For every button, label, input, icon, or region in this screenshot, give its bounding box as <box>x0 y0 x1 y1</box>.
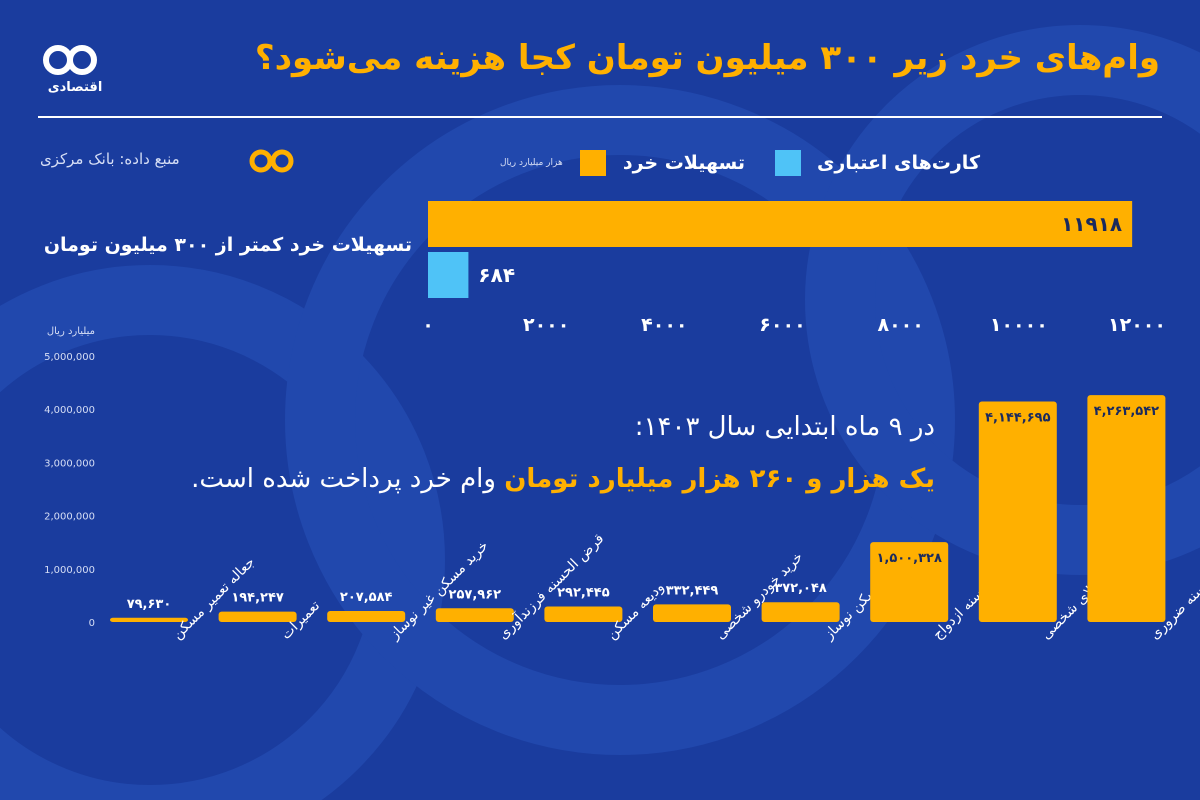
vbar-value-label: ۷۹,۶۳۰ <box>127 597 172 612</box>
brand-logo: اقتصادی <box>40 40 102 100</box>
vbar-value-label: ۲۵۷,۹۶۲ <box>449 587 502 602</box>
hbar-x-tick-label: ۸۰۰۰ <box>877 314 923 336</box>
hbar-x-tick-label: ۰ <box>422 314 434 336</box>
callout-rest: وام خرد پرداخت شده است. <box>191 464 505 494</box>
hbar-micro-loans <box>428 201 1133 247</box>
vbar-bar <box>653 604 731 622</box>
header-divider <box>38 116 1162 118</box>
vbar-value-label: ۴,۲۶۳,۵۴۲ <box>1094 404 1159 419</box>
vbar-bar <box>1087 395 1166 622</box>
vbar-bar <box>435 608 514 622</box>
legend-label-credit-cards: کارت‌های اعتباری <box>816 152 980 174</box>
page-title: وام‌های خرد زیر ۳۰۰ میلیون تومان کجا هزی… <box>254 38 1160 78</box>
hbar-value-credit-cards: ۶۸۴ <box>478 263 515 287</box>
hbar-credit-cards <box>428 252 469 298</box>
vbar-y-axis-title: میلیارد ریال <box>47 326 95 337</box>
vbar-value-label: ۲۹۲,۴۴۵ <box>557 585 610 600</box>
hbar-value-micro-loans: ۱۱۹۱۸ <box>1061 212 1122 236</box>
hbar-x-tick-label: ۱۰۰۰۰ <box>990 314 1048 336</box>
vbar-bar <box>978 401 1057 622</box>
callout-highlight: یک هزار و ۲۶۰ هزار میلیارد تومان <box>504 464 935 494</box>
vbar-y-tick-label: 2,000,000 <box>44 512 95 523</box>
hbar-category-label: تسهیلات خرد کمتر از ۳۰۰ میلیون تومان <box>43 234 412 256</box>
legend-swatch-credit-cards <box>775 150 801 176</box>
brand-logo-icon <box>43 45 97 75</box>
vbar-bar <box>544 606 623 622</box>
callout-line-2: یک هزار و ۲۶۰ هزار میلیارد تومان وام خرد… <box>191 464 935 494</box>
vbar-value-label: ۳۳۲,۴۴۹ <box>666 583 719 598</box>
vbar-bar <box>870 542 949 622</box>
hbar-x-tick-label: ۴۰۰۰ <box>641 314 687 336</box>
vbar-value-label: ۱۹۴,۲۴۷ <box>231 591 284 606</box>
horizontal-bar-chart: ۱۱۹۱۸ ۶۸۴ ۰ ۲۰۰۰ ۴۰۰۰ ۶۰۰۰ ۸۰۰۰ ۱۰۰۰۰ ۱۲۰۰۰ <box>422 201 1166 336</box>
hbar-x-tick-label: ۶۰۰۰ <box>759 314 805 336</box>
data-source: منبع داده: بانک مرکزی <box>40 150 180 168</box>
vbar-y-tick-label: 5,000,000 <box>44 352 95 363</box>
vbar-y-tick-label: 0 <box>89 618 95 629</box>
vbar-bar <box>218 611 297 622</box>
legend-label-micro-loans: تسهیلات خرد <box>622 152 745 174</box>
legend-swatch-micro-loans <box>580 150 606 176</box>
vbar-y-tick-label: 4,000,000 <box>44 405 95 416</box>
vbar-bar <box>110 617 188 622</box>
vbar-value-label: ۴,۱۴۴,۶۹۵ <box>985 411 1050 426</box>
vbar-y-tick-label: 1,000,000 <box>44 565 95 576</box>
hbar-unit-label: هزار میلیارد ریال <box>500 158 563 168</box>
vbar-value-label: ۲۰۷,۵۸۴ <box>340 590 393 605</box>
vbar-bar <box>327 610 406 622</box>
source-logo <box>246 146 298 180</box>
hbar-x-tick-label: ۱۲۰۰۰ <box>1108 314 1166 336</box>
vbar-value-label: ۳۷۲,۰۴۸ <box>774 581 827 596</box>
vertical-bar-chart: میلیارد ریال 0 1,000,000 2,000,000 3,000,000… <box>44 326 1200 644</box>
vbar-value-label: ۱,۵۰۰,۳۲۸ <box>876 551 941 566</box>
brand-logo-text: اقتصادی <box>47 80 103 95</box>
source-logo-icon <box>249 149 294 173</box>
hbar-x-tick-label: ۲۰۰۰ <box>523 314 569 336</box>
callout-line-1: در ۹ ماه ابتدایی سال ۱۴۰۳: <box>634 412 935 442</box>
vbar-bar <box>761 602 840 622</box>
vbar-y-tick-label: 3,000,000 <box>44 458 95 469</box>
